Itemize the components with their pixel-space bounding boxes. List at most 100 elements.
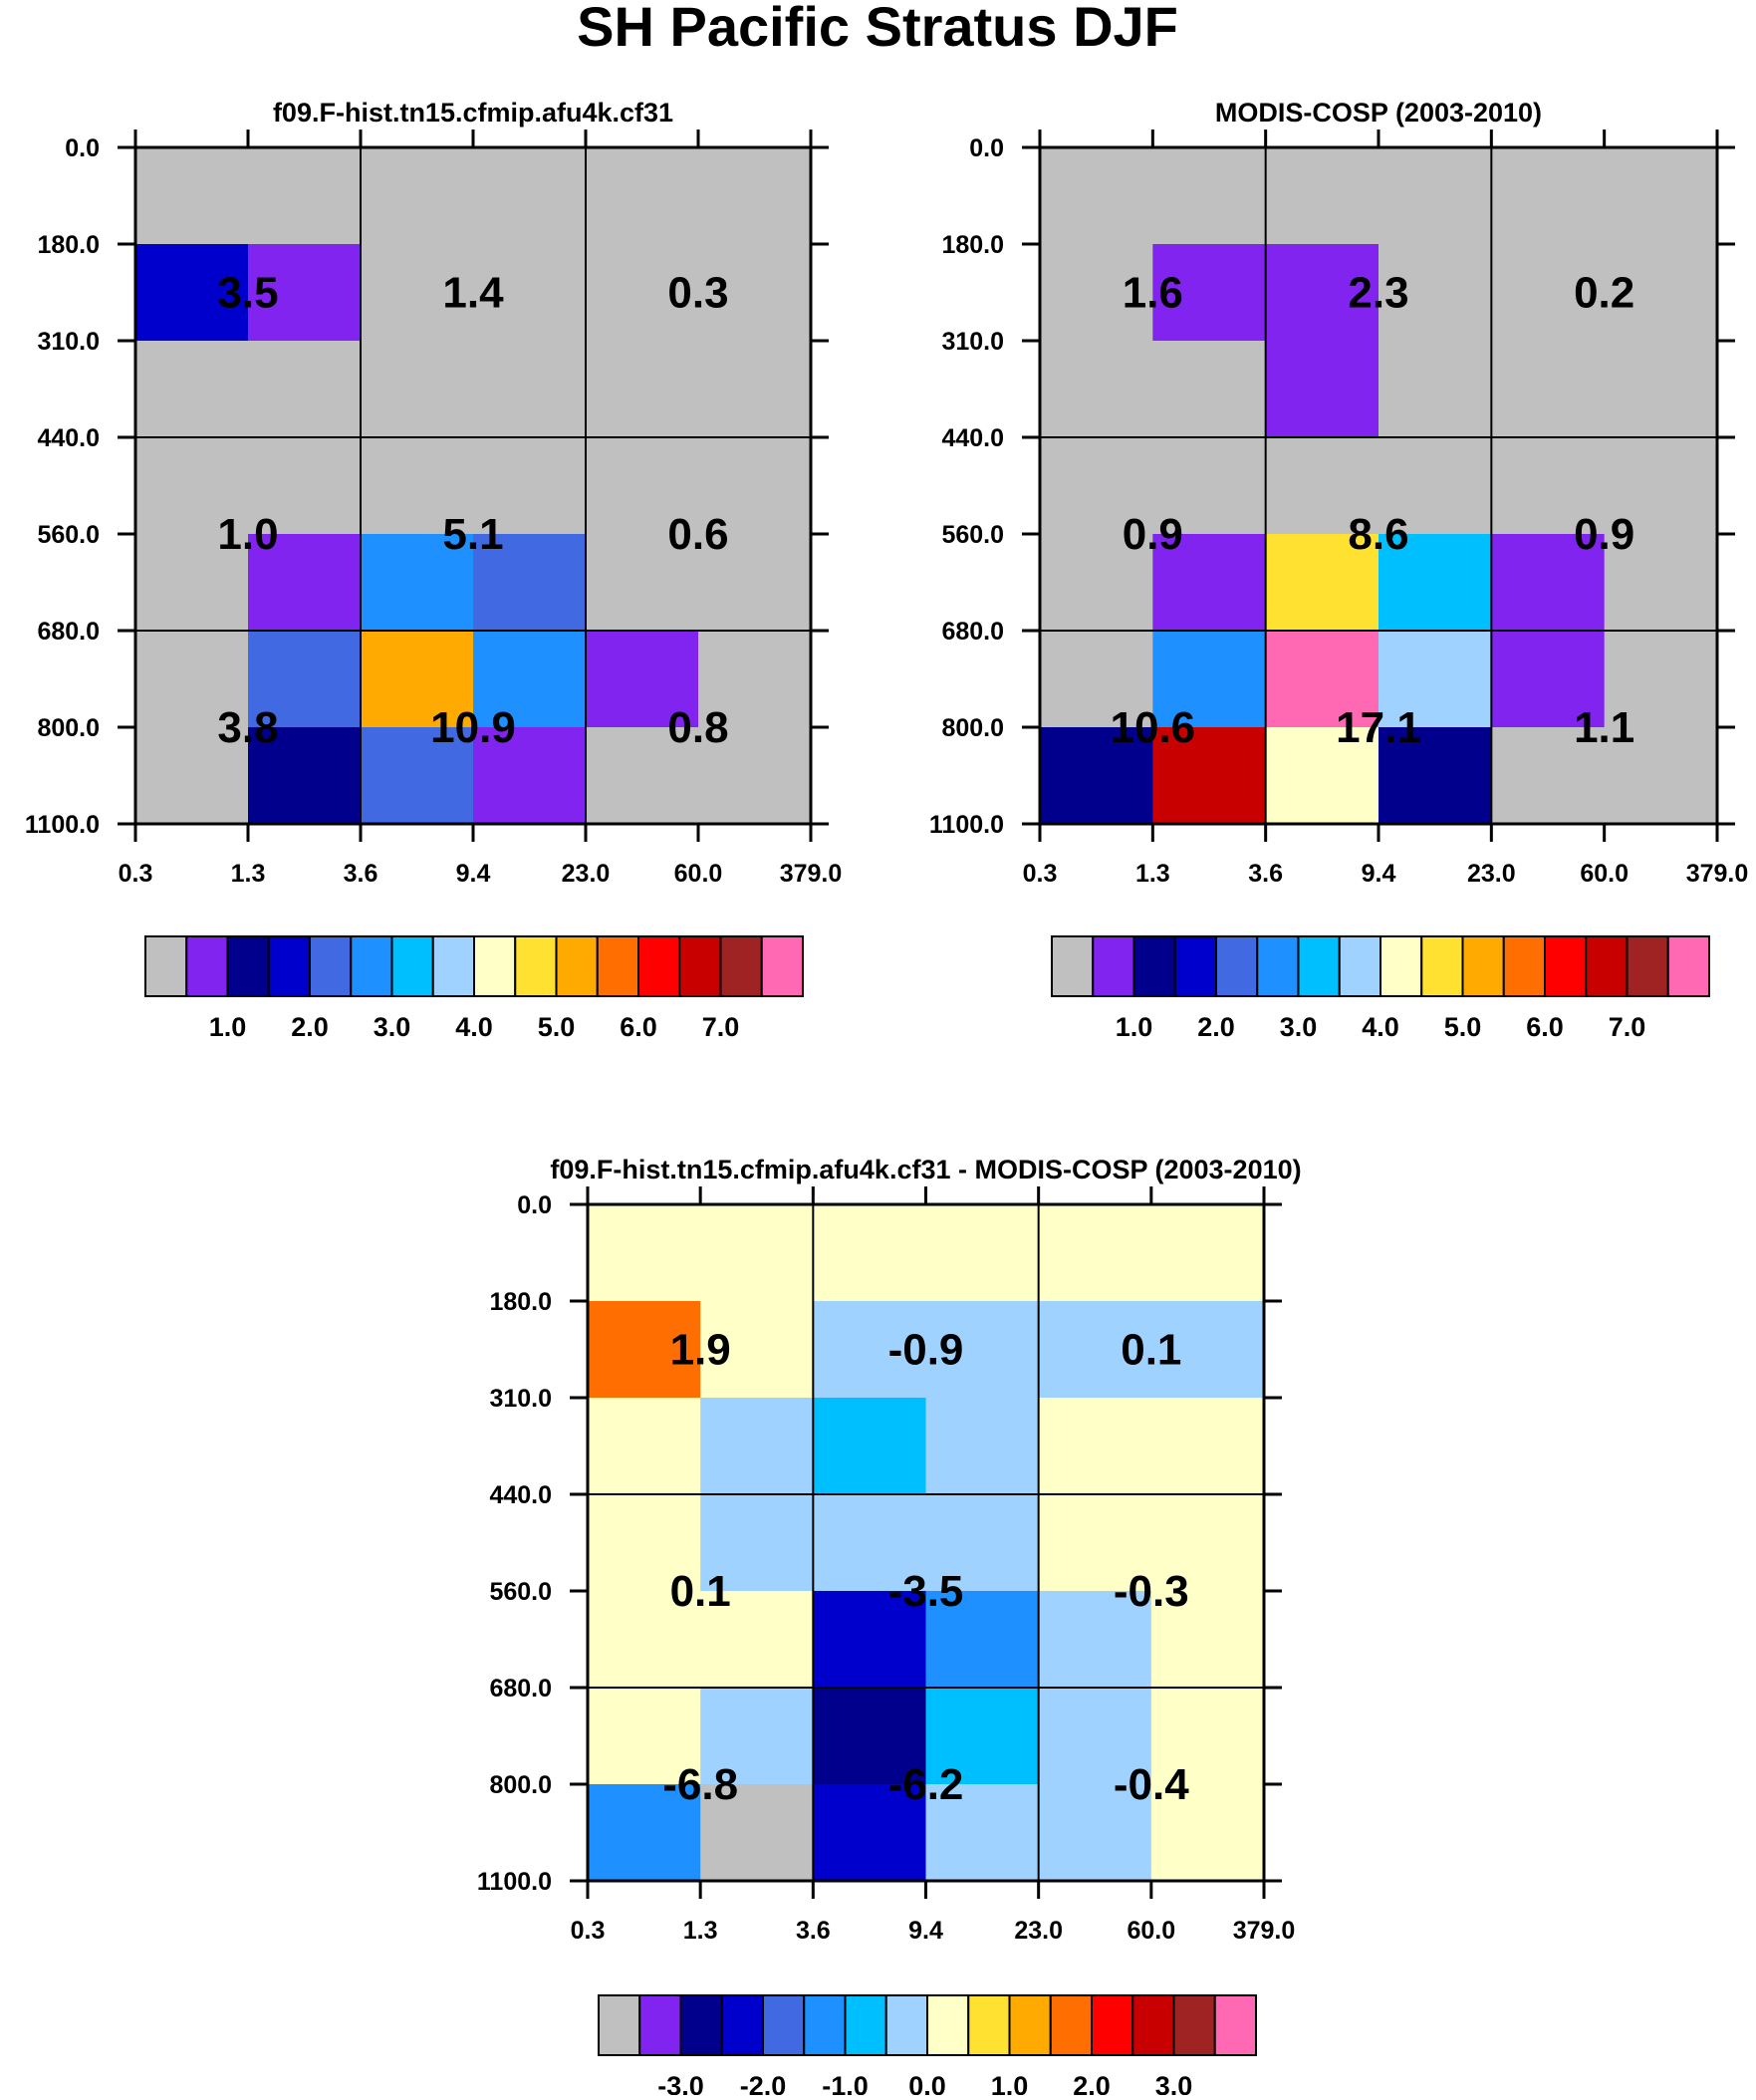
heatmap-cell: [586, 437, 699, 535]
heatmap-cell: [135, 631, 249, 728]
y-tick-label: 800.0: [941, 714, 1004, 742]
heatmap-cell: [698, 437, 812, 535]
colorbar: 1.0 2.0 3.0 4.0 5.0 6.0 7.0: [144, 935, 804, 1042]
colorbar-swatch: [598, 1994, 641, 2056]
heatmap-cell: [588, 1784, 701, 1882]
y-tick-label: 440.0: [941, 424, 1004, 452]
colorbar-label: 4.0: [1362, 1012, 1399, 1042]
heatmap-cell: [1038, 1398, 1152, 1495]
heatmap-cell: [248, 534, 362, 632]
heatmap-cell: [588, 1688, 701, 1785]
data-label: 0.3: [667, 269, 728, 318]
heatmap-cell: [1265, 437, 1380, 535]
colorbar-swatch: [1666, 935, 1710, 997]
data-label: 10.6: [1111, 703, 1196, 752]
data-label: 1.6: [1123, 269, 1183, 318]
heatmap-cell: [1379, 147, 1492, 245]
heatmap-cell: [135, 244, 249, 342]
x-tick-label: 60.0: [1580, 860, 1629, 888]
heatmap-cell: [586, 534, 699, 632]
colorbar-label: 2.0: [1073, 2071, 1111, 2095]
y-tick-label: 680.0: [37, 618, 100, 646]
colorbar-swatch: [1338, 935, 1381, 997]
heatmap-cell: [1150, 1784, 1265, 1882]
heatmap-cell: [700, 1591, 814, 1689]
colorbar-label: -1.0: [822, 2071, 869, 2095]
heatmap-cell: [361, 727, 474, 825]
colorbar-swatch: [1297, 935, 1341, 997]
heatmap-cell: [1040, 147, 1153, 245]
y-tick-label: 800.0: [37, 714, 100, 742]
colorbar-swatch: [473, 935, 517, 997]
colorbar-label: 1.0: [991, 2071, 1029, 2095]
colorbar-swatch: [1215, 935, 1259, 997]
y-tick-label: 680.0: [941, 618, 1004, 646]
heatmap-cell: [1038, 1591, 1152, 1689]
colorbar-swatch: [185, 935, 229, 997]
colorbar-label: 1.0: [209, 1012, 247, 1042]
heatmap-cell: [1038, 1688, 1152, 1785]
colorbar-swatch: [1626, 935, 1669, 997]
colorbar-swatch: [719, 935, 763, 997]
colorbar-swatch: [1544, 935, 1588, 997]
x-tick-label: 60.0: [674, 860, 723, 888]
x-tick-label: 379.0: [1233, 1917, 1296, 1945]
heatmap-cell: [586, 341, 699, 438]
y-tick-label: 680.0: [489, 1675, 552, 1703]
heatmap-cell: [588, 1494, 701, 1592]
heatmap-cell: [1040, 341, 1153, 438]
colorbar-label: 3.0: [374, 1012, 411, 1042]
colorbar-swatch: [1256, 935, 1300, 997]
heatmap-cell: [700, 1301, 814, 1399]
heatmap-cell: [700, 1204, 814, 1302]
heatmap-cell: [700, 1688, 814, 1785]
y-tick-label: 560.0: [489, 1578, 552, 1606]
heatmap-cell: [813, 1784, 927, 1882]
heatmap-cell: [248, 244, 362, 342]
heatmap-cell: [248, 147, 362, 245]
heatmap-cell: [1379, 341, 1492, 438]
colorbar-swatch: [267, 935, 311, 997]
heatmap-cell: [1150, 1301, 1265, 1399]
colorbar-label: -2.0: [740, 2071, 787, 2095]
panel-title: f09.F-hist.tn15.cfmip.afu4k.cf31 - MODIS…: [550, 1155, 1301, 1184]
heatmap-cell: [1038, 1494, 1152, 1592]
heatmap-cell: [925, 1494, 1040, 1592]
heatmap-cell: [1604, 631, 1718, 728]
x-tick-label: 23.0: [1014, 1917, 1063, 1945]
data-label: 5.1: [442, 510, 503, 559]
colorbar-swatch: [967, 1994, 1011, 2056]
colorbar-label: -3.0: [657, 2071, 704, 2095]
colorbar-swatch: [926, 1994, 970, 2056]
heatmap-cell: [1604, 244, 1718, 342]
data-label: -0.4: [1114, 1760, 1189, 1809]
colorbar-swatch: [803, 1994, 847, 2056]
heatmap-cell: [1379, 631, 1492, 728]
colorbar-label: 3.0: [1280, 1012, 1318, 1042]
colorbar-swatch: [390, 935, 434, 997]
x-tick-label: 1.3: [1135, 860, 1170, 888]
y-tick-label: 800.0: [489, 1771, 552, 1799]
y-tick-label: 440.0: [37, 424, 100, 452]
colorbar-swatch: [1213, 1994, 1257, 2056]
y-tick-label: 1100.0: [477, 1868, 552, 1896]
heatmap-cell: [1038, 1301, 1152, 1399]
y-tick-label: 0.0: [517, 1191, 552, 1219]
colorbar-swatch: [596, 935, 639, 997]
heatmap-cell: [473, 244, 587, 342]
colorbar-swatch: [431, 935, 475, 997]
y-tick-label: 0.0: [969, 134, 1004, 162]
heatmap-cell: [1379, 727, 1492, 825]
data-label: 1.0: [217, 510, 278, 559]
colorbar-swatch: [884, 1994, 928, 2056]
data-label: 0.9: [1123, 510, 1183, 559]
colorbar-swatch: [555, 935, 599, 997]
heatmap-cell: [813, 1301, 927, 1399]
colorbar-swatch: [1420, 935, 1464, 997]
colorbar-swatch: [1585, 935, 1629, 997]
colorbar-swatch: [144, 935, 188, 997]
data-label: 0.8: [667, 703, 728, 752]
heatmap-cell: [248, 437, 362, 535]
data-label: 10.9: [430, 703, 516, 752]
heatmap-cell: [588, 1204, 701, 1302]
